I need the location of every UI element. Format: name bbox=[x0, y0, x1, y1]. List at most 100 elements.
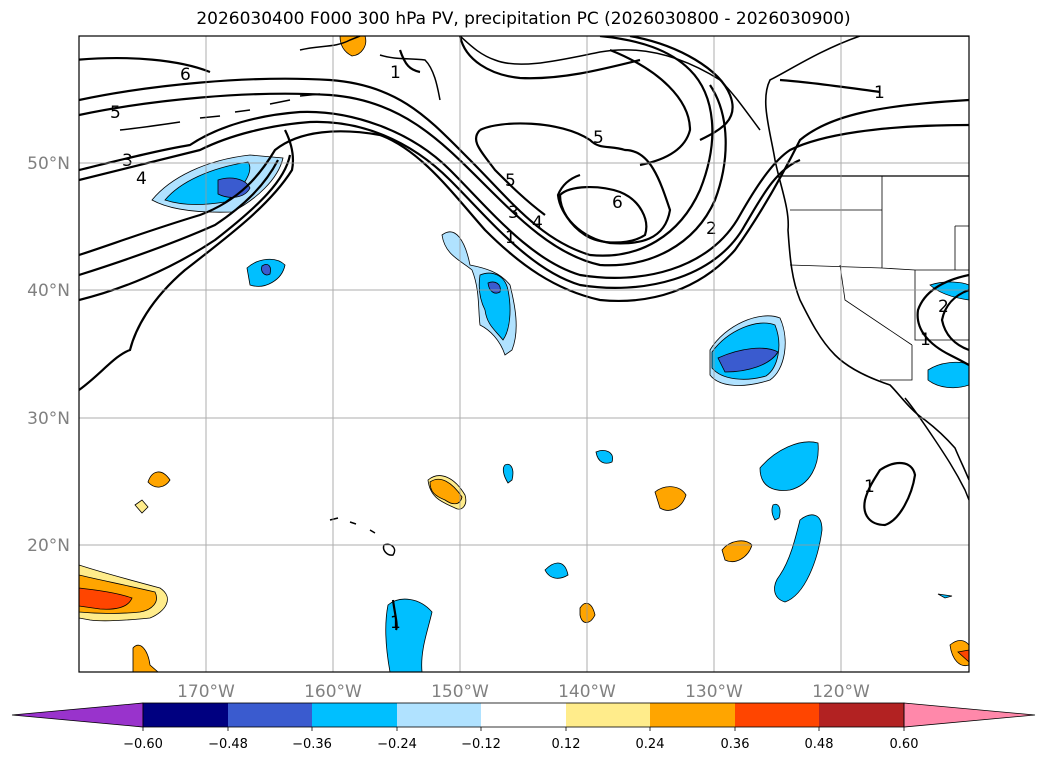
colorbar: −0.60 −0.48 −0.36 −0.24 −0.12 0.12 0.24 … bbox=[11, 702, 1036, 752]
precip-blob-blue bbox=[385, 598, 433, 672]
colorbar-outline bbox=[142, 702, 905, 728]
pv-contour-line bbox=[629, 36, 734, 141]
pv-contour-line bbox=[79, 154, 292, 302]
precip-blob-blue bbox=[217, 177, 251, 198]
colorbar-swatch bbox=[228, 703, 312, 727]
lon-label: 170°W bbox=[177, 682, 235, 702]
lat-label: 40°N bbox=[27, 281, 70, 301]
pv-label: 1 bbox=[505, 228, 516, 248]
colorbar-tick-label: −0.60 bbox=[123, 737, 163, 752]
pv-label: 6 bbox=[180, 65, 191, 85]
colorbar-swatch bbox=[143, 703, 228, 727]
colorbar-swatch bbox=[819, 703, 904, 727]
lat-label: 50°N bbox=[27, 154, 70, 174]
pv-label: 2 bbox=[706, 219, 717, 239]
colorbar-extend-high bbox=[903, 702, 1036, 728]
colorbar-tick-label: 0.48 bbox=[805, 737, 834, 752]
precip-blob-warm bbox=[654, 486, 687, 511]
pv-contours bbox=[79, 36, 969, 631]
lat-label: 20°N bbox=[27, 536, 70, 556]
lon-label: 130°W bbox=[685, 682, 743, 702]
pv-contour-line bbox=[79, 84, 727, 267]
gridlines bbox=[79, 36, 969, 672]
colorbar-tick-label: 0.36 bbox=[721, 737, 750, 752]
pv-label: 1 bbox=[920, 330, 931, 350]
precip-positive-areas bbox=[79, 36, 969, 672]
coastlines bbox=[119, 36, 969, 556]
colorbar-swatch bbox=[566, 703, 650, 727]
pv-label: 4 bbox=[532, 213, 543, 233]
precip-blob-blue bbox=[774, 514, 823, 603]
precip-blob-blue bbox=[544, 562, 569, 579]
map-title: 2026030400 F000 300 hPa PV, precipitatio… bbox=[196, 9, 851, 29]
pv-label: 1 bbox=[874, 83, 885, 103]
colorbar-tick-label: −0.36 bbox=[292, 737, 332, 752]
pv-contour-line bbox=[79, 120, 801, 289]
colorbar-swatch bbox=[312, 703, 397, 727]
precip-blob-warm bbox=[134, 499, 149, 514]
precip-blob-blue bbox=[717, 347, 779, 373]
lon-label: 140°W bbox=[558, 682, 616, 702]
pv-contour-line bbox=[398, 49, 421, 74]
colorbar-tick-label: 0.12 bbox=[552, 737, 581, 752]
pv-label: 1 bbox=[390, 63, 401, 83]
pv-contour-line bbox=[474, 129, 546, 216]
pv-label: 2 bbox=[938, 297, 949, 317]
pv-label: 5 bbox=[110, 103, 121, 123]
lat-label: 30°N bbox=[27, 409, 70, 429]
colorbar-tick-label: −0.24 bbox=[377, 737, 417, 752]
map-frame bbox=[78, 35, 970, 673]
pv-label: 4 bbox=[136, 169, 147, 189]
lon-label: 150°W bbox=[431, 682, 489, 702]
pv-contour-line bbox=[940, 288, 969, 352]
colorbar-tick-label: 0.24 bbox=[636, 737, 665, 752]
pv-contour-line bbox=[779, 78, 881, 94]
colorbar-tick-label: −0.48 bbox=[208, 737, 248, 752]
map-background bbox=[79, 36, 969, 672]
colorbar-swatch bbox=[481, 703, 566, 727]
longitude-labels: 170°W 160°W 150°W 140°W 130°W 120°W bbox=[177, 682, 870, 702]
colorbar-swatch bbox=[397, 703, 481, 727]
colorbar-swatch bbox=[650, 703, 735, 727]
precip-blob-warm bbox=[132, 644, 159, 672]
pv-contour-line bbox=[863, 462, 917, 527]
pv-contour-line bbox=[609, 48, 692, 167]
coastline-baja bbox=[904, 397, 969, 501]
pv-contour-line bbox=[79, 129, 294, 391]
colorbar-swatch bbox=[735, 703, 819, 727]
colorbar-tick-label: 0.60 bbox=[890, 737, 919, 752]
pv-contour-line bbox=[79, 56, 211, 74]
pv-contour-line bbox=[79, 36, 714, 257]
precip-blob-blue bbox=[502, 463, 514, 484]
pv-contour-line bbox=[558, 185, 648, 244]
precip-blob-warm bbox=[957, 649, 969, 663]
pv-label: 1 bbox=[864, 477, 875, 497]
hawaii-islands bbox=[329, 517, 396, 556]
lon-label: 120°W bbox=[812, 682, 870, 702]
pv-contour-line bbox=[916, 273, 969, 366]
pv-contour-line bbox=[79, 110, 969, 279]
precip-blob-warm bbox=[429, 478, 463, 505]
precip-blob-blue bbox=[937, 593, 953, 599]
precip-blob-blue bbox=[771, 503, 781, 521]
latitude-labels: 50°N 40°N 30°N 20°N bbox=[27, 154, 70, 556]
pv-contour-labels: 6 5 3 4 5 3 4 1 6 5 2 1 2 1 1 1 1 bbox=[110, 63, 949, 633]
pv-label: 5 bbox=[505, 171, 516, 191]
pv-label: 1 bbox=[390, 613, 401, 633]
precip-blob-blue bbox=[595, 450, 613, 464]
coastline-alaska bbox=[299, 36, 761, 131]
pv-contour-line bbox=[479, 122, 672, 245]
precip-blob-blue bbox=[927, 361, 969, 389]
pv-contour-line bbox=[458, 36, 641, 80]
colorbar-tick-label: −0.12 bbox=[461, 737, 501, 752]
pv-label: 5 bbox=[593, 128, 604, 148]
pv-contour-line bbox=[79, 159, 279, 277]
pv-contour-line bbox=[391, 599, 398, 631]
precip-blob-blue bbox=[261, 264, 271, 276]
colorbar-ticks bbox=[142, 727, 905, 731]
coastline-north-america bbox=[764, 36, 969, 481]
colorbar-extend-low bbox=[11, 702, 144, 728]
precip-blob-blue bbox=[759, 441, 819, 491]
island-chain bbox=[119, 93, 321, 131]
precip-blob-warm bbox=[79, 587, 133, 610]
